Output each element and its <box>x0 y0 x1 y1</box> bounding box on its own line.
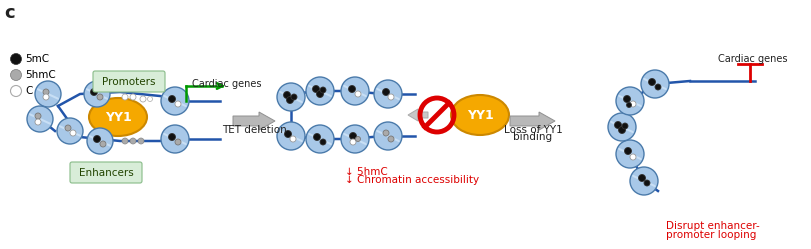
Circle shape <box>607 113 635 141</box>
Circle shape <box>169 96 175 103</box>
Circle shape <box>90 88 97 96</box>
Circle shape <box>640 70 668 98</box>
Circle shape <box>11 85 21 97</box>
Circle shape <box>290 136 296 142</box>
Circle shape <box>616 87 643 115</box>
Ellipse shape <box>89 98 147 136</box>
Circle shape <box>643 180 649 186</box>
Circle shape <box>616 140 643 168</box>
Circle shape <box>130 138 135 144</box>
Text: YY1: YY1 <box>105 111 131 124</box>
Circle shape <box>148 97 152 102</box>
Circle shape <box>161 87 189 115</box>
Circle shape <box>648 78 654 85</box>
Circle shape <box>313 133 320 140</box>
Text: ↓ Chromatin accessibility: ↓ Chromatin accessibility <box>345 175 478 185</box>
Circle shape <box>93 135 101 142</box>
Circle shape <box>350 139 355 145</box>
Circle shape <box>614 122 620 128</box>
Circle shape <box>654 84 660 90</box>
Circle shape <box>354 91 361 97</box>
Text: Cardiac genes: Cardiac genes <box>191 79 261 89</box>
Text: promoter looping: promoter looping <box>665 230 755 240</box>
Circle shape <box>87 128 113 154</box>
Circle shape <box>306 125 333 153</box>
Circle shape <box>349 132 356 139</box>
Circle shape <box>618 126 624 133</box>
Text: c: c <box>4 4 15 22</box>
Circle shape <box>169 133 175 140</box>
Circle shape <box>139 96 146 102</box>
Text: TET deletion: TET deletion <box>221 125 286 135</box>
Circle shape <box>320 139 325 145</box>
Circle shape <box>382 88 389 96</box>
Circle shape <box>277 83 305 111</box>
Circle shape <box>283 91 290 99</box>
Circle shape <box>316 90 323 98</box>
Circle shape <box>130 94 135 100</box>
Circle shape <box>388 136 393 142</box>
Circle shape <box>11 69 21 80</box>
Circle shape <box>626 103 631 108</box>
Circle shape <box>35 81 61 107</box>
Circle shape <box>35 113 41 119</box>
Circle shape <box>374 122 401 150</box>
Circle shape <box>624 147 631 154</box>
Circle shape <box>35 119 41 125</box>
Circle shape <box>57 118 83 144</box>
Circle shape <box>100 141 106 147</box>
Circle shape <box>11 54 21 64</box>
Circle shape <box>383 130 388 136</box>
Polygon shape <box>407 109 427 121</box>
Ellipse shape <box>450 95 508 135</box>
Circle shape <box>306 77 333 105</box>
Circle shape <box>374 80 401 108</box>
Circle shape <box>27 106 53 132</box>
Circle shape <box>312 85 319 92</box>
FancyBboxPatch shape <box>93 71 165 92</box>
Circle shape <box>355 136 360 141</box>
Text: Promoters: Promoters <box>102 76 156 86</box>
Text: Loss of YY1: Loss of YY1 <box>503 125 562 135</box>
Circle shape <box>122 94 128 100</box>
Circle shape <box>161 125 189 153</box>
Circle shape <box>43 89 49 95</box>
Text: Disrupt enhancer-: Disrupt enhancer- <box>665 221 759 231</box>
Text: Cardiac genes: Cardiac genes <box>717 54 787 64</box>
Polygon shape <box>233 112 275 130</box>
Circle shape <box>341 125 368 153</box>
Circle shape <box>637 175 645 182</box>
Circle shape <box>348 85 355 92</box>
Circle shape <box>84 81 109 107</box>
Text: 5hmC: 5hmC <box>25 70 56 80</box>
Circle shape <box>122 138 128 144</box>
Circle shape <box>629 167 657 195</box>
Text: 5mC: 5mC <box>25 54 49 64</box>
Circle shape <box>388 94 393 100</box>
Text: YY1: YY1 <box>466 109 493 122</box>
Circle shape <box>320 87 325 93</box>
Circle shape <box>623 96 629 103</box>
Circle shape <box>629 101 635 107</box>
Text: C: C <box>25 86 32 96</box>
Circle shape <box>138 138 144 144</box>
Circle shape <box>65 125 71 131</box>
Circle shape <box>290 94 297 100</box>
Circle shape <box>43 94 49 100</box>
Circle shape <box>97 94 103 100</box>
Circle shape <box>175 101 181 107</box>
Text: Enhancers: Enhancers <box>79 168 133 178</box>
Circle shape <box>341 77 368 105</box>
Circle shape <box>277 122 305 150</box>
Text: binding: binding <box>513 132 551 142</box>
Circle shape <box>621 123 627 129</box>
Circle shape <box>286 97 293 104</box>
Text: ↓ 5hmC: ↓ 5hmC <box>345 167 388 177</box>
Circle shape <box>629 154 635 160</box>
Polygon shape <box>509 112 554 130</box>
FancyBboxPatch shape <box>70 162 142 183</box>
Circle shape <box>284 130 291 137</box>
Circle shape <box>175 139 181 145</box>
Circle shape <box>70 130 76 136</box>
